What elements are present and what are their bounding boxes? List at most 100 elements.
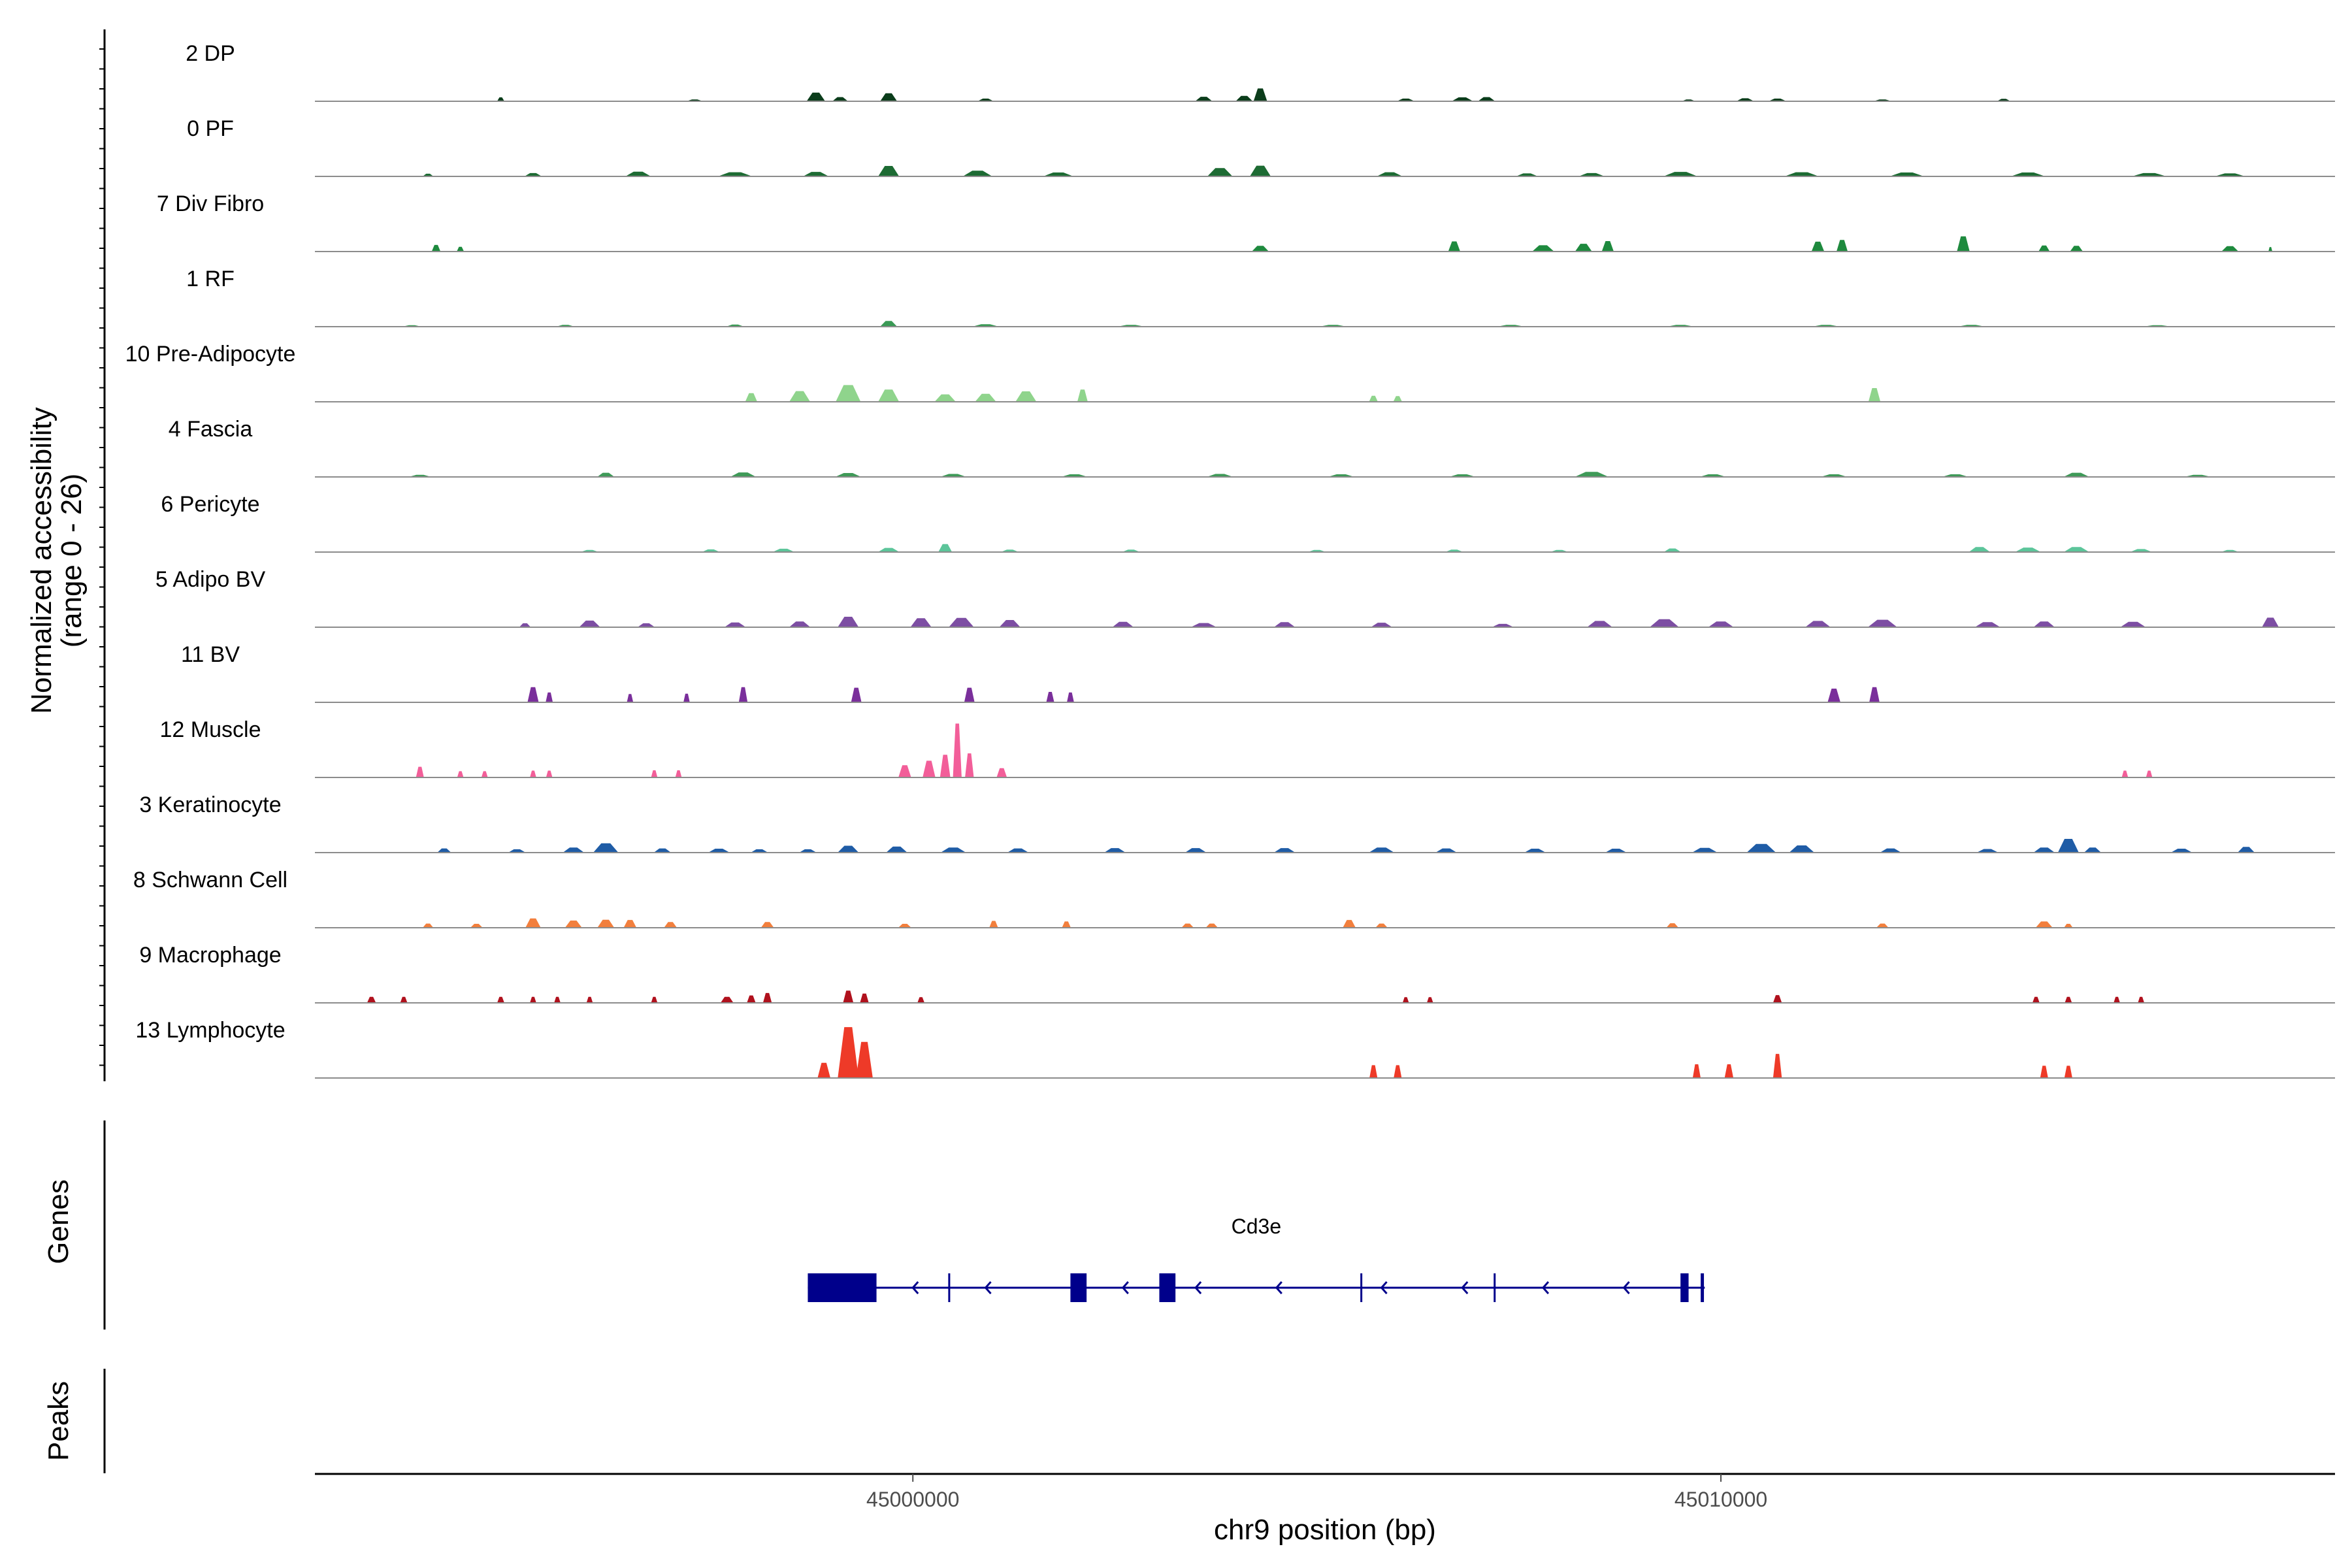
coverage-peak [939,847,967,853]
track-6-pericyte: 6 Pericyte [161,492,2335,553]
coverage-peak [431,244,441,252]
coverage-peak [651,996,658,1004]
gene-strand-arrow [1121,1281,1129,1294]
track-2-dp: 2 DP [186,41,2335,102]
coverage-peak [738,687,748,703]
peaks-panel-title: Peaks [42,1381,74,1461]
coverage-peak [675,770,682,778]
coverage-peak [939,755,951,778]
gene-exon [1070,1273,1087,1302]
y-axis-title-line1: Normalized accessibility [25,407,57,713]
coverage-peak [837,617,859,628]
coverage-peak [2033,621,2055,628]
gene-exon [808,1273,877,1302]
coverage-peak [975,393,997,402]
gene-strand-arrow [1622,1281,1630,1294]
y-axis-title-line2: (range 0 - 26) [56,474,88,648]
coverage-peak [1868,388,1881,402]
gene-strand-arrow [1275,1281,1282,1294]
track-label: 4 Fascia [169,417,253,442]
coverage-peak [964,687,975,703]
track-label: 8 Schwann Cell [133,868,287,892]
coverage-peak [965,753,974,778]
gene-exon [1680,1273,1689,1302]
coverage-peak [1772,1054,1782,1079]
coverage-peak [1251,246,1269,252]
coverage-peak [988,921,998,928]
coverage-peak [663,922,678,928]
coverage-peak [851,687,862,703]
coverage-peak [1575,244,1593,252]
track-label: 3 Keratinocyte [139,792,281,817]
coverage-peak [745,393,758,402]
coverage-peak [1015,391,1037,402]
coverage-peak [856,1041,873,1079]
track-label: 11 BV [181,642,240,667]
gene-exon [1701,1273,1705,1302]
coverage-peak [2038,245,2050,252]
track-label: 9 Macrophage [139,943,281,968]
coverage-peak [2040,1066,2048,1079]
coverage-peak [877,166,900,177]
coverage-peak [720,996,734,1004]
coverage-peak [1062,921,1071,928]
coverage-peak [1968,547,1991,553]
coverage-peak [1957,236,1970,252]
coverage-peak [948,617,975,628]
track-12-muscle: 12 Muscle [160,717,2335,778]
coverage-peak [962,171,993,177]
coverage-peak [367,996,376,1004]
track-label: 13 Lymphocyte [135,1018,285,1043]
coverage-peak [953,723,962,778]
coverage-peak [898,765,911,778]
coverage-peak [1249,165,1271,177]
track-label: 6 Pericyte [161,492,259,517]
coverage-peak [724,622,747,628]
coverage-peak [1402,997,1409,1004]
track-5-adipo-bv: 5 Adipo BV [155,567,2335,628]
coverage-peak [1448,241,1461,252]
coverage-peak [1691,847,1718,853]
coverage-peak [1368,847,1395,853]
coverage-peak [1867,619,1898,628]
coverage-peak [1273,622,1296,628]
coverage-peak [1836,240,1848,252]
coverage-peak [843,990,854,1004]
coverage-peak [917,997,925,1004]
gene-label: Cd3e [1232,1215,1282,1238]
coverage-peak [1369,1065,1378,1079]
coverage-peak [651,770,658,778]
coverage-peak [578,620,601,628]
coverage-tracks: 2 DP 0 PF 7 Div Fibro 1 RF 10 Pre-Adipocyte 4… [125,41,2335,1079]
coverage-peak [1066,692,1075,703]
coverage-peak [923,760,936,778]
coverage-peak [456,246,465,252]
coverage-peak [2237,847,2255,853]
coverage-peak [546,770,553,778]
coverage-peak [1342,920,1356,928]
coverage-peak [2065,996,2072,1004]
track-label: 10 Pre-Adipocyte [125,342,296,367]
coverage-peak [400,996,408,1004]
coverage-peak [416,766,424,778]
coverage-peak [1746,843,1776,853]
gene-model-cd3e: Cd3e [808,1215,1705,1302]
coverage-peak [1393,396,1403,402]
track-label: 12 Muscle [160,717,261,742]
coverage-peak [623,920,637,928]
gene-strand-arrow [911,1281,919,1294]
coverage-peak [2121,770,2129,778]
coverage-peak [2032,996,2040,1004]
track-label: 2 DP [186,41,235,66]
genes-panel-title: Genes [42,1179,74,1264]
coverage-peak [1235,95,1253,102]
coverage-peak [529,996,536,1004]
coverage-peak [2033,847,2055,853]
track-label: 1 RF [186,267,235,291]
coverage-peak [837,845,859,853]
coverage-peak [1586,621,1613,628]
coverage-peak [1827,689,1841,703]
gene-strand-arrow [1194,1281,1202,1294]
coverage-peak [835,385,861,402]
